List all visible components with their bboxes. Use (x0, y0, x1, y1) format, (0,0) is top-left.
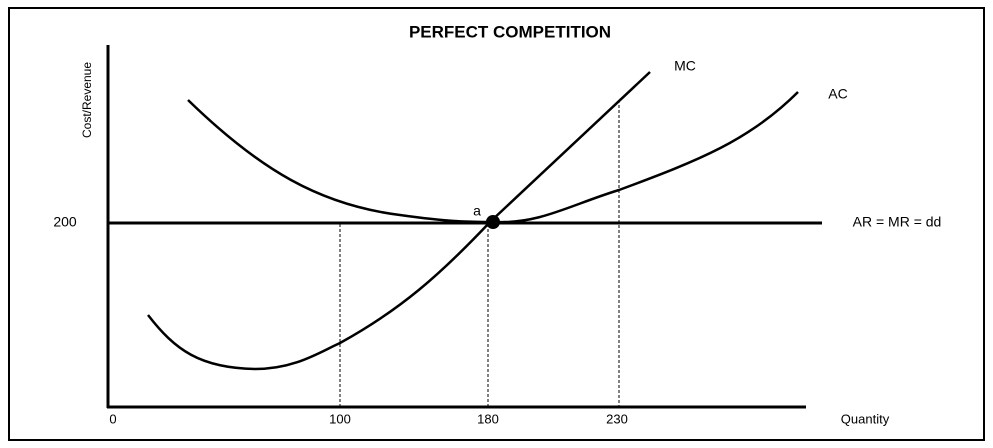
ac-label: AC (828, 86, 847, 102)
y-axis-label: Cost/Revenue (80, 62, 94, 138)
frame (8, 7, 985, 441)
y-tick-label: 200 (53, 214, 77, 230)
equilibrium-point (486, 215, 500, 229)
x-tick-label: 100 (329, 411, 351, 426)
demand-label: AR = MR = dd (853, 214, 942, 230)
x-tick-label: 230 (606, 411, 628, 426)
mc-curve (147, 71, 651, 371)
mc-label: MC (674, 58, 696, 74)
point-label: a (473, 203, 481, 219)
x-axis-label: Quantity (841, 411, 890, 426)
x-tick-label: 180 (477, 411, 499, 426)
ac-curve (187, 91, 799, 224)
title: PERFECT COMPETITION (409, 22, 611, 41)
x-tick-label: 0 (109, 411, 116, 426)
